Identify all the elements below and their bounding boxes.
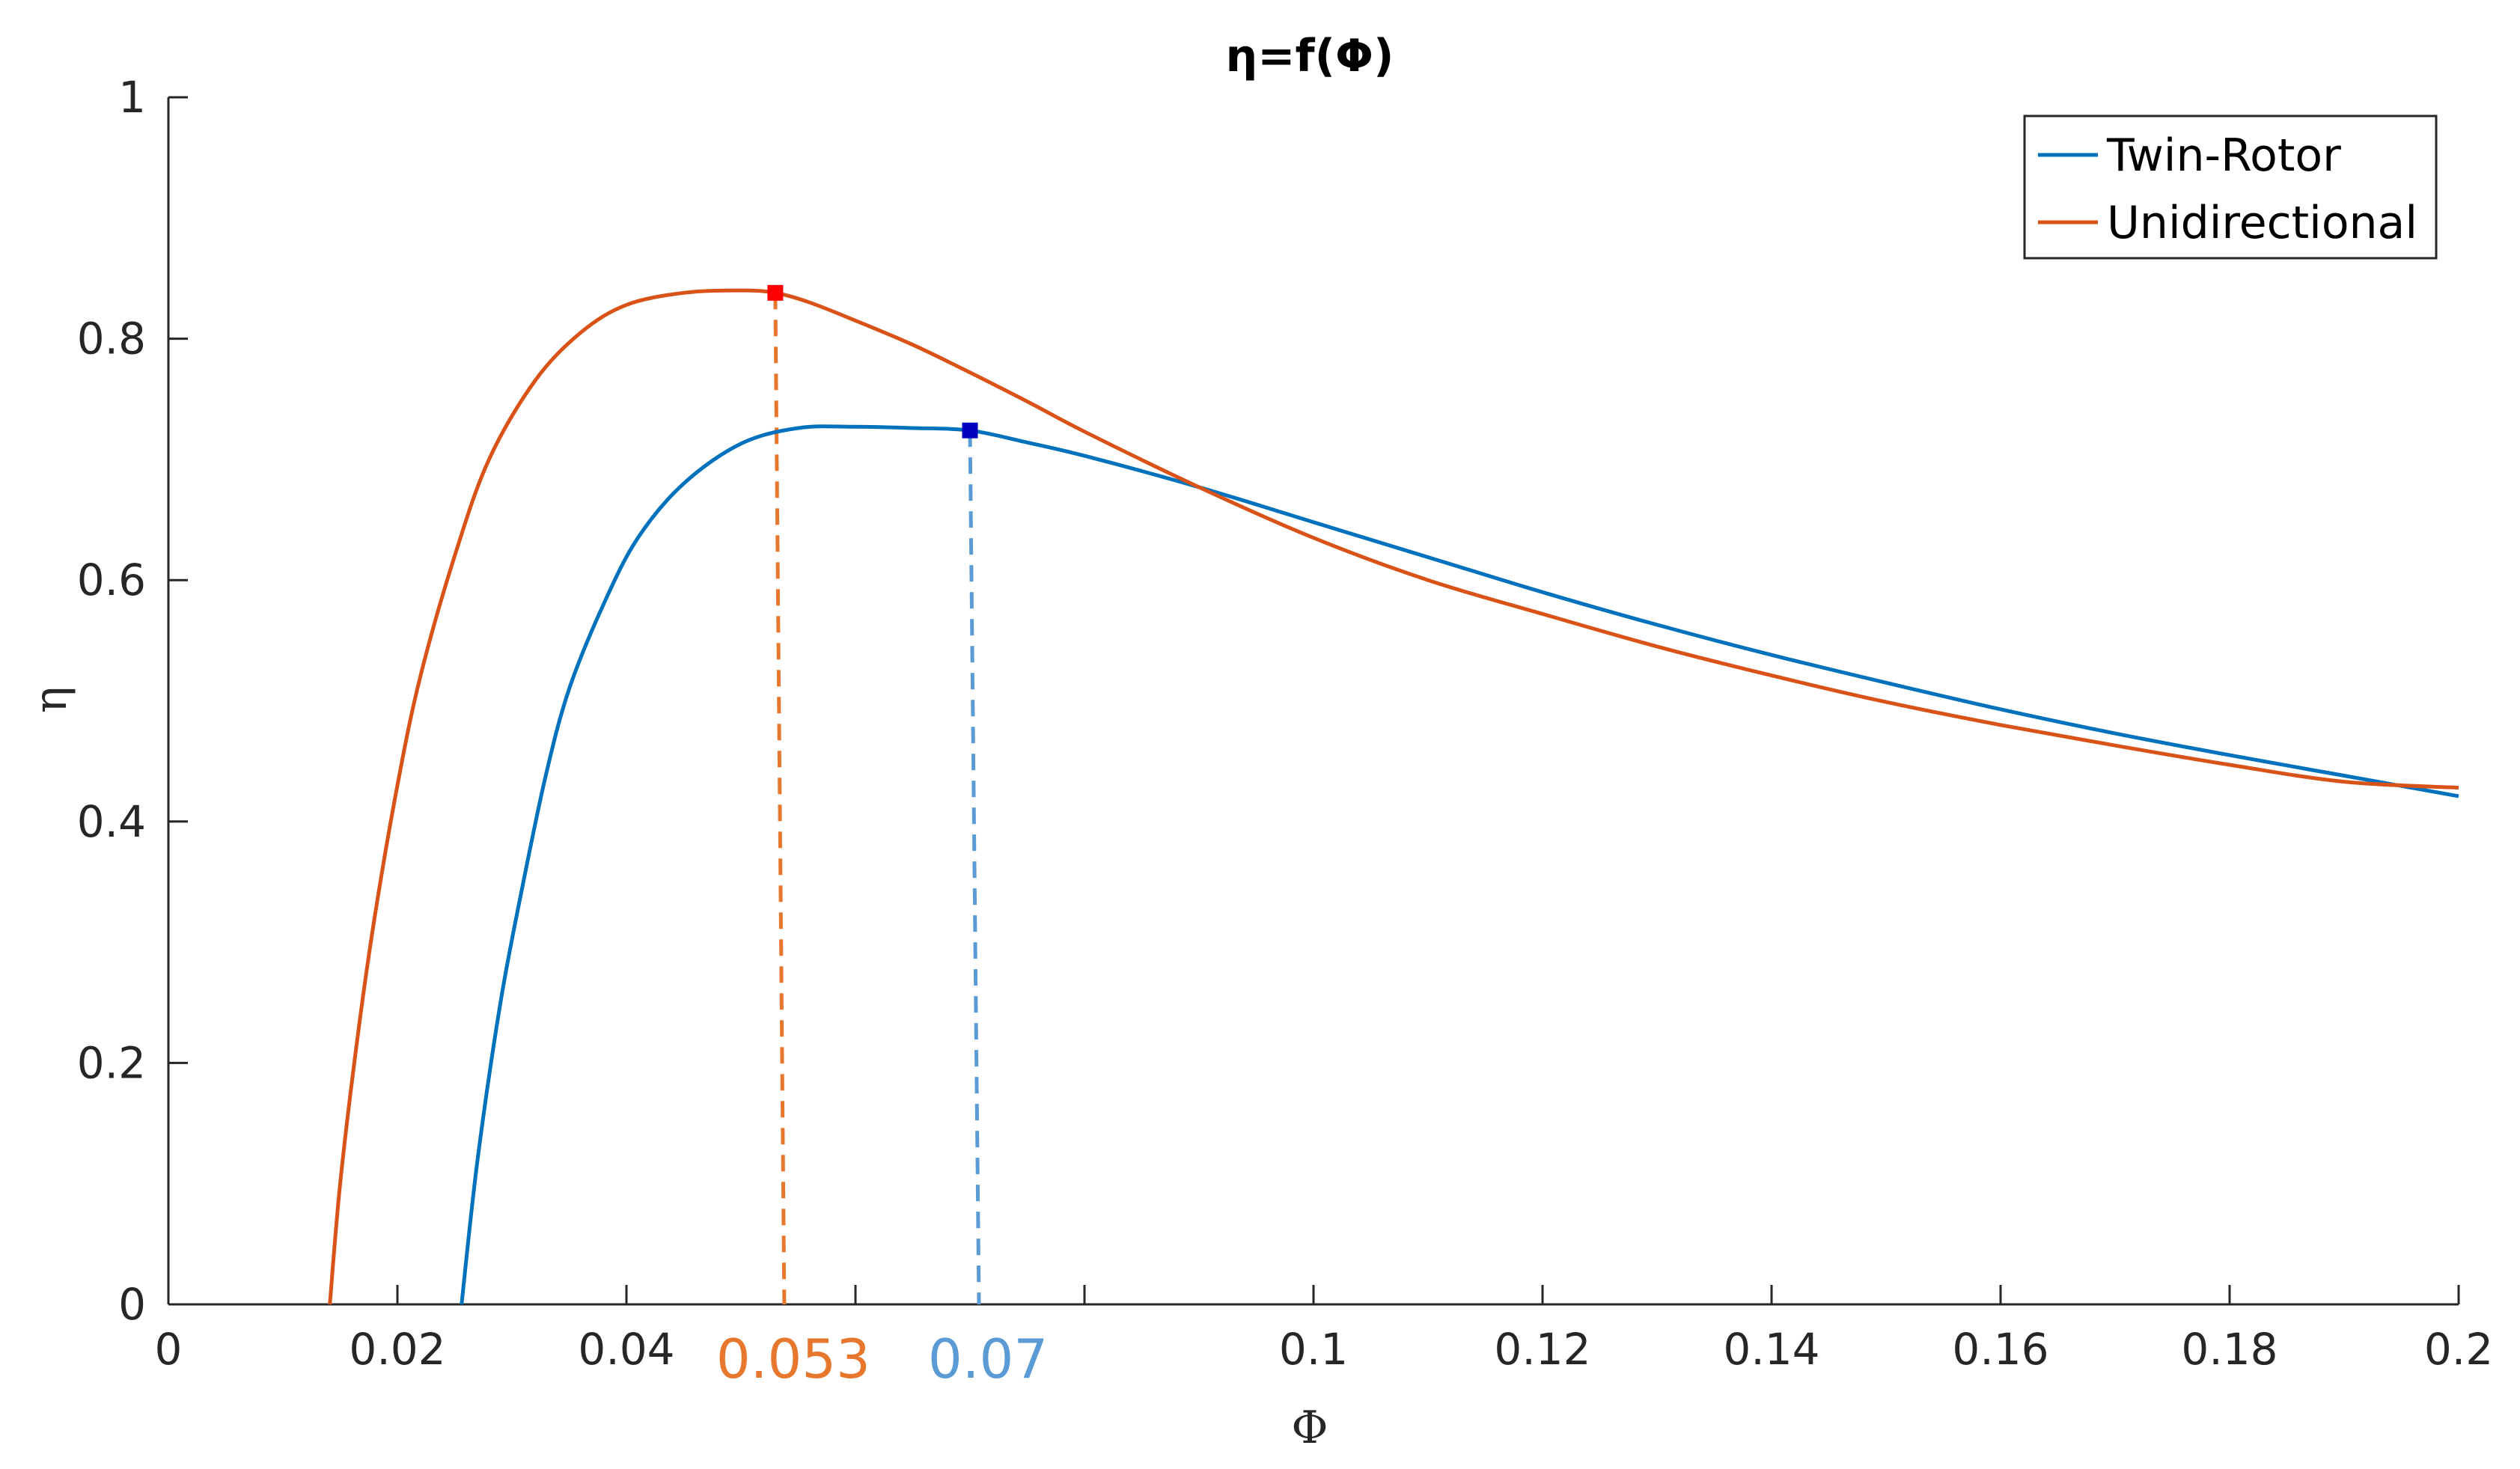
- x-axis-ticks: 0 0.02 0.04 0.1 0.12 0.14 0.16 0.18 0.2: [155, 1285, 2493, 1375]
- peak-marker: [767, 284, 784, 301]
- x-tick-label: 0: [155, 1324, 183, 1375]
- x-tick-label: 0.12: [1494, 1324, 1590, 1375]
- peak-annotation-label: 0.053: [716, 1328, 870, 1390]
- peak-annotations: 0.053 0.07: [716, 1328, 1048, 1390]
- series-line-twin-rotor: [460, 424, 2459, 1305]
- legend-box: [2023, 114, 2438, 260]
- series-lines: [328, 288, 2459, 1305]
- peak-annotation-label: 0.07: [928, 1328, 1048, 1390]
- x-tick-label: 0.2: [2424, 1324, 2493, 1375]
- y-tick-label: 1: [118, 72, 146, 123]
- series-line-unidirectional: [328, 288, 2459, 1305]
- x-tick-label: 0.16: [1952, 1324, 2048, 1375]
- x-tick-label: 0.04: [578, 1324, 674, 1375]
- legend: Twin-Rotor Unidirectional: [2023, 114, 2438, 260]
- dashed-drop-line: [773, 293, 787, 1305]
- chart-title: η=f(Φ): [1226, 30, 1394, 82]
- x-axis-label: Φ: [1291, 1402, 1328, 1454]
- legend-label-unidirectional: Unidirectional: [2107, 197, 2417, 249]
- x-tick-label: 0.1: [1279, 1324, 1348, 1375]
- y-axis-ticks: 0 0.2 0.4 0.6 0.8 1: [77, 72, 188, 1330]
- x-tick-label: 0.18: [2181, 1324, 2278, 1375]
- dashed-drop-line: [968, 430, 981, 1305]
- y-tick-label: 0.2: [77, 1037, 146, 1088]
- peak-marker: [962, 422, 978, 439]
- x-tick-label: 0.14: [1723, 1324, 1819, 1375]
- y-tick-label: 0: [118, 1279, 146, 1330]
- y-axis-label: η: [25, 686, 77, 713]
- peak-markers: [767, 284, 978, 439]
- dashed-drop-lines: [773, 293, 981, 1305]
- y-tick-label: 0.6: [77, 555, 146, 605]
- legend-label-twin-rotor: Twin-Rotor: [2106, 129, 2341, 182]
- y-tick-label: 0.8: [77, 314, 146, 364]
- y-tick-label: 0.4: [77, 796, 146, 847]
- x-tick-label: 0.02: [349, 1324, 445, 1375]
